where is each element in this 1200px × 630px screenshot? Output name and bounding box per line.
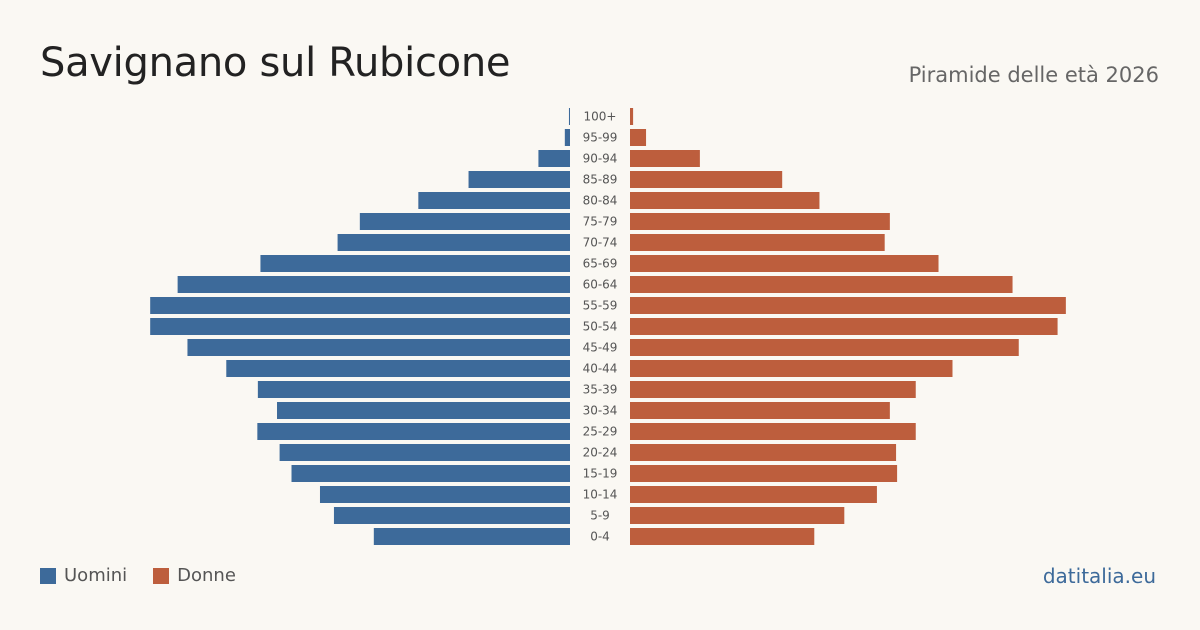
bar-female-15-19 bbox=[630, 465, 898, 482]
bar-male-40-44 bbox=[226, 360, 570, 377]
age-label-75-79: 75-79 bbox=[583, 215, 618, 229]
bar-female-60-64 bbox=[630, 276, 1013, 293]
bar-male-15-19 bbox=[291, 465, 570, 482]
page-title: Savignano sul Rubicone bbox=[40, 40, 511, 86]
age-label-5-9: 5-9 bbox=[590, 509, 610, 523]
bar-male-55-59 bbox=[150, 297, 570, 314]
bar-female-75-79 bbox=[630, 213, 890, 230]
legend-label-female: Donne bbox=[177, 565, 236, 586]
chart-subtitle: Piramide delle età 2026 bbox=[908, 63, 1159, 87]
age-label-10-14: 10-14 bbox=[583, 488, 618, 502]
bar-male-25-29 bbox=[257, 423, 570, 440]
bar-male-85-89 bbox=[468, 171, 570, 188]
age-label-15-19: 15-19 bbox=[583, 467, 618, 481]
bar-female-65-69 bbox=[630, 255, 939, 272]
bar-male-80-84 bbox=[418, 192, 570, 209]
bar-female-95-99 bbox=[630, 129, 647, 146]
age-label-65-69: 65-69 bbox=[583, 257, 618, 271]
age-label-70-74: 70-74 bbox=[583, 236, 618, 250]
age-label-55-59: 55-59 bbox=[583, 299, 618, 313]
age-label-40-44: 40-44 bbox=[583, 362, 618, 376]
bar-female-45-49 bbox=[630, 339, 1019, 356]
legend: Uomini Donne bbox=[40, 565, 262, 586]
bar-male-75-79 bbox=[359, 213, 570, 230]
bar-male-65-69 bbox=[260, 255, 570, 272]
bar-female-40-44 bbox=[630, 360, 953, 377]
bar-female-85-89 bbox=[630, 171, 783, 188]
bar-female-20-24 bbox=[630, 444, 897, 461]
age-label-30-34: 30-34 bbox=[583, 404, 618, 418]
legend-swatch-male bbox=[40, 567, 56, 584]
age-label-45-49: 45-49 bbox=[583, 341, 618, 355]
bar-female-90-94 bbox=[630, 150, 700, 167]
age-label-95-99: 95-99 bbox=[583, 131, 618, 145]
legend-item-male: Uomini bbox=[40, 565, 127, 586]
bar-male-10-14 bbox=[319, 486, 570, 503]
age-label-100+: 100+ bbox=[584, 110, 617, 124]
age-label-0-4: 0-4 bbox=[590, 530, 610, 544]
bar-male-60-64 bbox=[177, 276, 570, 293]
bar-male-100+ bbox=[568, 108, 570, 125]
bar-female-70-74 bbox=[630, 234, 885, 251]
bar-female-100+ bbox=[630, 108, 634, 125]
bar-male-30-34 bbox=[277, 402, 570, 419]
age-label-60-64: 60-64 bbox=[583, 278, 618, 292]
legend-item-female: Donne bbox=[153, 565, 236, 586]
bar-female-0-4 bbox=[630, 528, 815, 545]
bar-male-35-39 bbox=[257, 381, 570, 398]
bar-male-50-54 bbox=[150, 318, 570, 335]
bar-female-50-54 bbox=[630, 318, 1058, 335]
bar-male-0-4 bbox=[373, 528, 570, 545]
bar-male-5-9 bbox=[333, 507, 570, 524]
legend-label-male: Uomini bbox=[64, 565, 128, 586]
bar-female-5-9 bbox=[630, 507, 845, 524]
age-label-35-39: 35-39 bbox=[583, 383, 618, 397]
bar-male-45-49 bbox=[187, 339, 571, 356]
legend-swatch-female bbox=[153, 567, 170, 584]
bar-male-95-99 bbox=[564, 129, 570, 146]
bar-male-70-74 bbox=[337, 234, 570, 251]
age-label-25-29: 25-29 bbox=[583, 425, 618, 439]
age-label-20-24: 20-24 bbox=[583, 446, 618, 460]
bar-female-25-29 bbox=[630, 423, 916, 440]
bar-female-35-39 bbox=[630, 381, 916, 398]
bar-male-90-94 bbox=[538, 150, 570, 167]
bar-female-80-84 bbox=[630, 192, 820, 209]
bar-female-30-34 bbox=[630, 402, 890, 419]
bar-female-10-14 bbox=[630, 486, 877, 503]
bar-female-55-59 bbox=[630, 297, 1066, 314]
bar-male-20-24 bbox=[279, 444, 570, 461]
age-label-85-89: 85-89 bbox=[583, 173, 618, 187]
brand-link[interactable]: datitalia.eu bbox=[1042, 564, 1156, 588]
age-label-50-54: 50-54 bbox=[583, 320, 618, 334]
age-label-90-94: 90-94 bbox=[583, 152, 618, 166]
age-label-80-84: 80-84 bbox=[583, 194, 618, 208]
